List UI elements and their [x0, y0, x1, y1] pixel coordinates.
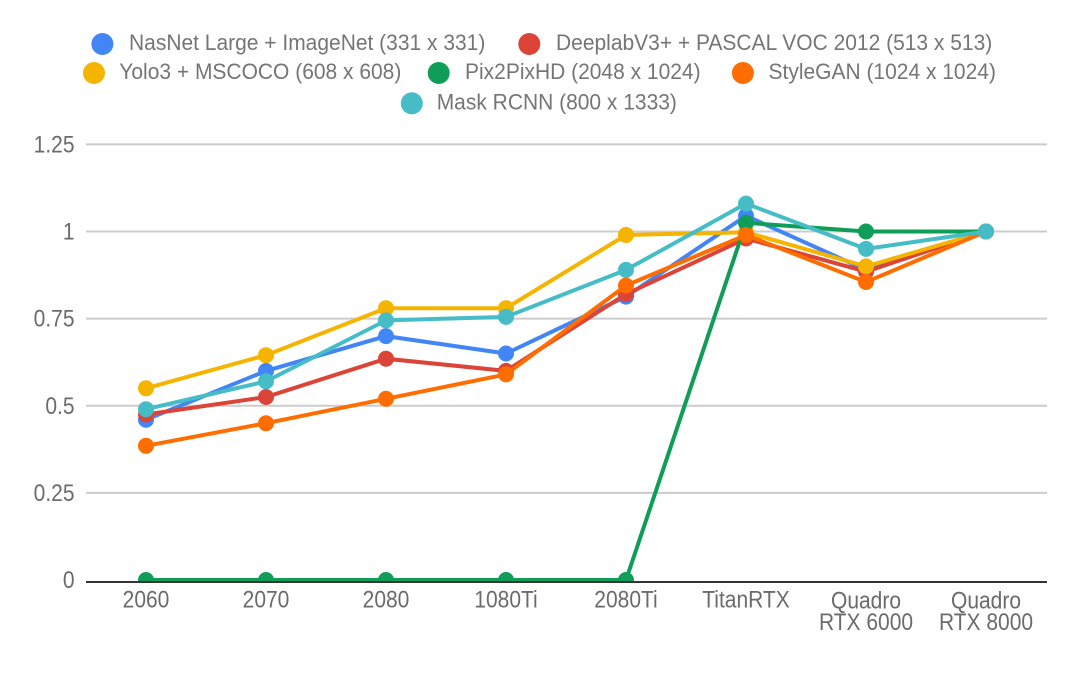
svg-text:TitanRTX: TitanRTX [702, 586, 790, 612]
svg-text:Quadro: Quadro [951, 587, 1021, 613]
svg-text:1: 1 [63, 218, 75, 244]
svg-text:Yolo3 + MSCOCO (608 x 608): Yolo3 + MSCOCO (608 x 608) [119, 60, 401, 84]
svg-text:0.5: 0.5 [45, 393, 74, 419]
svg-text:2080: 2080 [363, 586, 410, 612]
svg-text:DeeplabV3+ + PASCAL VOC 2012 (: DeeplabV3+ + PASCAL VOC 2012 (513 x 513) [556, 31, 992, 55]
svg-text:2070: 2070 [243, 586, 290, 612]
svg-text:0.75: 0.75 [34, 305, 75, 331]
svg-text:1080Ti: 1080Ti [474, 586, 537, 612]
svg-text:Mask RCNN (800 x 1333): Mask RCNN (800 x 1333) [437, 90, 677, 114]
svg-text:2080Ti: 2080Ti [594, 586, 657, 612]
svg-text:0.25: 0.25 [34, 480, 75, 506]
svg-text:NasNet Large + ImageNet (331 x: NasNet Large + ImageNet (331 x 331) [129, 31, 485, 55]
svg-text:Pix2PixHD (2048 x 1024): Pix2PixHD (2048 x 1024) [465, 60, 701, 84]
svg-text:0: 0 [63, 567, 75, 593]
svg-text:1.25: 1.25 [34, 131, 75, 157]
svg-text:RTX 6000: RTX 6000 [819, 609, 913, 635]
svg-text:Quadro: Quadro [831, 587, 901, 613]
svg-text:StyleGAN (1024 x 1024): StyleGAN (1024 x 1024) [769, 60, 996, 84]
svg-text:2060: 2060 [123, 586, 170, 612]
svg-text:RTX 8000: RTX 8000 [939, 609, 1033, 635]
